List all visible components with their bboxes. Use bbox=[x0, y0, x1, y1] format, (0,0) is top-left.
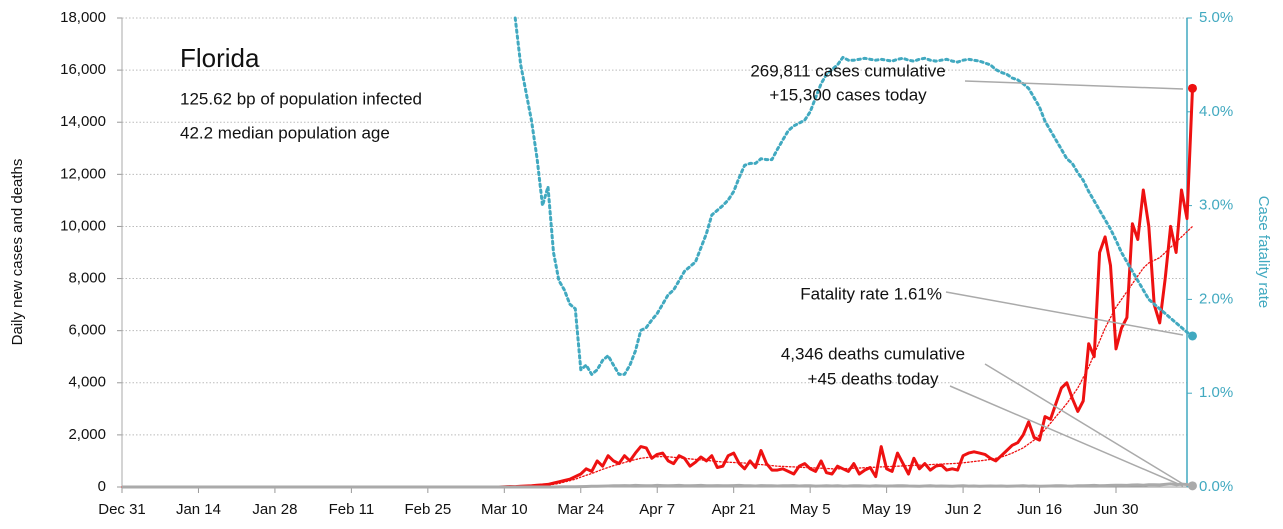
y-tick-label: 2,000 bbox=[68, 426, 106, 443]
y-tick-label: 16,000 bbox=[60, 61, 106, 78]
series-line bbox=[513, 16, 1194, 376]
y2-tick-label: 2.0% bbox=[1199, 290, 1233, 307]
chart-subtitle: 42.2 median population age bbox=[180, 123, 390, 142]
annotation: 4,346 deaths cumulative bbox=[781, 344, 965, 363]
chart-subtitle: 125.62 bp of population infected bbox=[180, 89, 422, 108]
end-marker bbox=[1187, 481, 1197, 491]
y-axis-label: Daily new cases and deaths bbox=[9, 159, 26, 346]
annotation: 269,811 cases cumulative bbox=[750, 61, 945, 80]
y2-tick-label: 5.0% bbox=[1199, 9, 1233, 26]
y-tick-label: 0 bbox=[98, 478, 106, 495]
y2-tick-label: 3.0% bbox=[1199, 197, 1233, 214]
series-line bbox=[122, 88, 1194, 489]
y-tick-label: 18,000 bbox=[60, 9, 106, 26]
y2-tick-label: 1.0% bbox=[1199, 384, 1233, 401]
x-tick-label: Apr 21 bbox=[712, 501, 756, 518]
annotation: +45 deaths today bbox=[808, 369, 939, 388]
x-tick-label: Feb 11 bbox=[329, 501, 375, 518]
series-line bbox=[121, 225, 1194, 488]
x-tick-label: May 19 bbox=[862, 501, 911, 518]
y2-tick-label: 0.0% bbox=[1199, 478, 1233, 495]
x-tick-label: Apr 7 bbox=[639, 501, 675, 518]
y-tick-label: 10,000 bbox=[60, 217, 106, 234]
series-line bbox=[122, 482, 1193, 489]
y-tick-label: 8,000 bbox=[68, 270, 106, 287]
y-tick-label: 6,000 bbox=[68, 322, 106, 339]
y-tick-label: 4,000 bbox=[68, 374, 106, 391]
x-tick-label: Jan 28 bbox=[252, 501, 297, 518]
chart-title: Florida bbox=[180, 43, 260, 73]
annotation: Fatality rate 1.61% bbox=[800, 284, 942, 303]
y2-axis-label: Case fatality rate bbox=[1255, 196, 1272, 309]
annotation: +15,300 cases today bbox=[769, 85, 927, 104]
leader-line bbox=[949, 385, 1184, 487]
x-tick-label: Mar 10 bbox=[481, 501, 528, 518]
x-tick-label: Dec 31 bbox=[98, 501, 146, 518]
y-tick-label: 12,000 bbox=[60, 165, 106, 182]
x-tick-label: Mar 24 bbox=[557, 501, 604, 518]
x-tick-label: Jun 16 bbox=[1017, 501, 1062, 518]
end-marker bbox=[1187, 331, 1197, 341]
x-tick-label: Jan 14 bbox=[176, 501, 221, 518]
leader-line bbox=[984, 363, 1184, 485]
end-marker bbox=[1187, 83, 1197, 93]
x-tick-label: Jun 30 bbox=[1093, 501, 1138, 518]
y-tick-label: 14,000 bbox=[60, 113, 106, 130]
x-tick-label: Jun 2 bbox=[945, 501, 982, 518]
leader-line bbox=[964, 80, 1184, 90]
leader-line bbox=[945, 291, 1184, 336]
y2-tick-label: 4.0% bbox=[1199, 103, 1233, 120]
x-tick-label: May 5 bbox=[790, 501, 831, 518]
x-tick-label: Feb 25 bbox=[404, 501, 451, 518]
